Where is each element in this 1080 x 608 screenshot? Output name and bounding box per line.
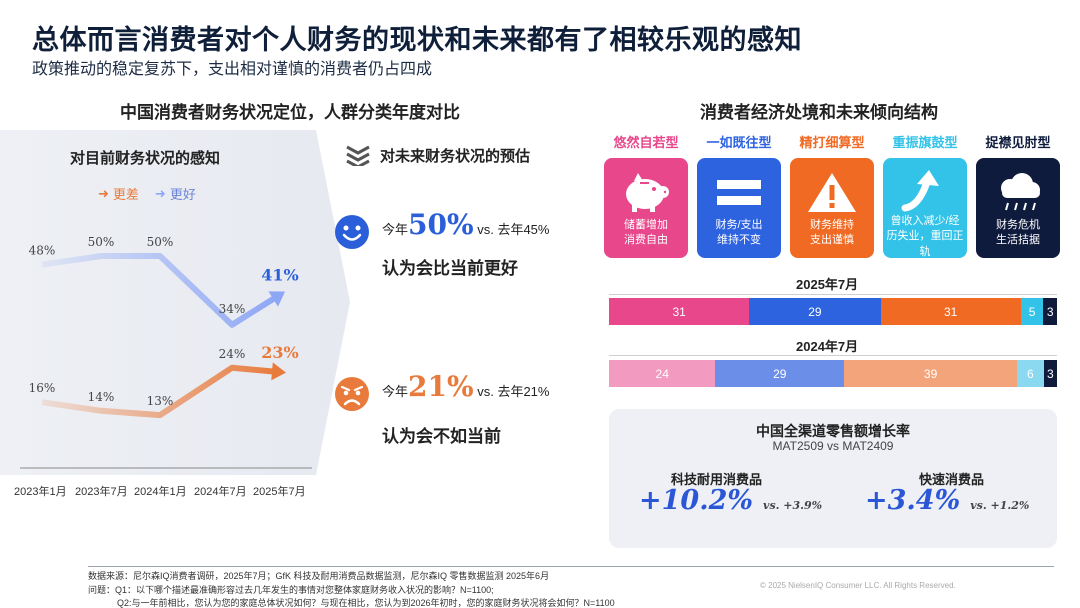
- footer-source: 数据来源：尼尔森IQ消费者调研，2025年7月；GfK 科技及耐用消费品数据监测…: [88, 571, 550, 581]
- data-label: 41%: [261, 266, 298, 285]
- warning-icon: [804, 168, 860, 216]
- line-chart: 48% 50% 50% 34% 41% 16% 14% 13% 24% 23%: [20, 235, 312, 469]
- bar-segment: 3: [1043, 360, 1057, 387]
- type-card-4: 捉襟见肘型 财务危机 生活拮据: [976, 132, 1060, 258]
- bar-label-2025: 2025年7月: [796, 277, 859, 292]
- better-forecast-value: 50%: [408, 208, 474, 241]
- copyright: © 2025 NielsenIQ Consumer LLC. All Right…: [760, 581, 956, 590]
- type-card-1: 一如既往型 财务/支出 维持不变: [697, 132, 781, 258]
- bar-segment: 31: [609, 298, 750, 325]
- bar-segment: 24: [609, 360, 716, 387]
- type-card-3: 重振旗鼓型 曾收入减少/经 历失业，重回正轨: [883, 132, 967, 258]
- bar-segment: 29: [715, 360, 845, 387]
- metric-label-fmcg: 快速消费品: [919, 472, 985, 487]
- retail-growth-panel: 中国全渠道零售额增长率 MAT2509 vs MAT2409 科技耐用消费品 +…: [609, 409, 1057, 548]
- data-label: 50%: [88, 235, 115, 249]
- type-card-2: 精打细算型 财务维持 支出谨慎: [790, 132, 874, 258]
- bar-segment: 5: [1020, 298, 1044, 325]
- page-title: 总体而言消费者对个人财务的现状和未来都有了相较乐观的感知: [32, 25, 802, 55]
- forecast-heading: 对未来财务状况的预估: [344, 144, 530, 166]
- bar-segment: 31: [880, 298, 1021, 325]
- piggy-bank-icon: [618, 168, 674, 216]
- data-label: 14%: [88, 390, 115, 404]
- better-forecast-caption: 认为会比当前更好: [382, 259, 518, 278]
- bar-baseline: [609, 294, 1057, 295]
- retail-subtitle: MAT2509 vs MAT2409: [772, 439, 894, 453]
- metric-value-fmcg: +3.4% vs. +1.2%: [865, 485, 1030, 516]
- panel-background: [0, 130, 350, 475]
- data-label: 50%: [147, 235, 174, 249]
- data-label: 24%: [219, 347, 246, 361]
- series-line-1: [41, 364, 281, 419]
- series-arrowhead-1: [271, 362, 286, 381]
- panel-title: 对目前财务状况的感知: [70, 150, 221, 167]
- bar-segment: 3: [1043, 298, 1057, 325]
- series-line-0: [41, 253, 282, 328]
- smiley-face-icon: [335, 215, 369, 249]
- right-section-heading: 消费者经济处境和未来倾向结构: [700, 103, 938, 122]
- footer-question-2: Q2:与一年前相比，您认为您的家庭总体状况如何？与现在相比，您认为到2026年初…: [117, 598, 615, 608]
- worse-forecast-value: 21%: [408, 370, 474, 403]
- chart-legend: ➜ 更差 ➜ 更好: [98, 184, 196, 203]
- chevrons-down-icon: [346, 145, 370, 166]
- data-label: 13%: [147, 394, 174, 408]
- rebound-arrow-icon: [897, 168, 953, 212]
- x-tick-label: 2025年7月: [253, 486, 306, 498]
- retail-title: 中国全渠道零售额增长率: [756, 423, 910, 439]
- arrow-right-icon: ➜: [154, 185, 166, 201]
- storm-cloud-icon: [990, 168, 1046, 216]
- footer-question-1: 问题：Q1：以下哪个描述最准确形容过去几年发生的事情对您整体家庭财务收入状况的影…: [88, 585, 494, 595]
- data-label: 23%: [261, 343, 298, 362]
- legend-worse: ➜ 更差: [98, 185, 139, 203]
- data-label: 48%: [29, 244, 56, 258]
- x-tick-label: 2024年1月: [134, 486, 187, 498]
- metric-value-tech: +10.2% vs. +3.9%: [639, 485, 823, 516]
- data-label: 16%: [29, 381, 56, 395]
- type-card-0: 悠然自若型 储蓄增加 消费自由: [604, 132, 688, 258]
- stacked-bar-2025: 31 29 31 5 3: [609, 298, 1057, 325]
- bar-segment: 29: [749, 298, 881, 325]
- series-arrowhead-0: [268, 291, 286, 307]
- legend-better: ➜ 更好: [154, 185, 196, 203]
- x-tick-label: 2024年7月: [194, 486, 247, 498]
- data-label: 34%: [219, 302, 246, 316]
- bar-segment: 6: [1017, 360, 1044, 387]
- x-tick-label: 2023年1月: [14, 486, 67, 498]
- sad-face-icon: [335, 377, 369, 411]
- page-subtitle: 政策推动的稳定复苏下，支出相对谨慎的消费者仍占四成: [32, 61, 433, 78]
- arrow-right-icon: ➜: [98, 185, 109, 201]
- equals-icon: [711, 168, 767, 216]
- metric-label-tech: 科技耐用消费品: [671, 472, 763, 487]
- stacked-bar-2024: 24 29 39 6 3: [609, 360, 1057, 387]
- bar-baseline: [609, 355, 1057, 356]
- consumer-type-cards: 悠然自若型 储蓄增加 消费自由 一如既往型 财务/支出 维持不变 精打细算型 财…: [604, 132, 1060, 258]
- current-status-panel: [0, 130, 350, 475]
- footer-divider: [88, 566, 1054, 567]
- bar-label-2024: 2024年7月: [796, 339, 859, 354]
- worse-forecast-caption: 认为会不如当前: [382, 427, 501, 446]
- x-tick-label: 2023年7月: [75, 486, 128, 498]
- left-section-heading: 中国消费者财务状况定位，人群分类年度对比: [120, 103, 460, 122]
- bar-segment: 39: [844, 360, 1018, 387]
